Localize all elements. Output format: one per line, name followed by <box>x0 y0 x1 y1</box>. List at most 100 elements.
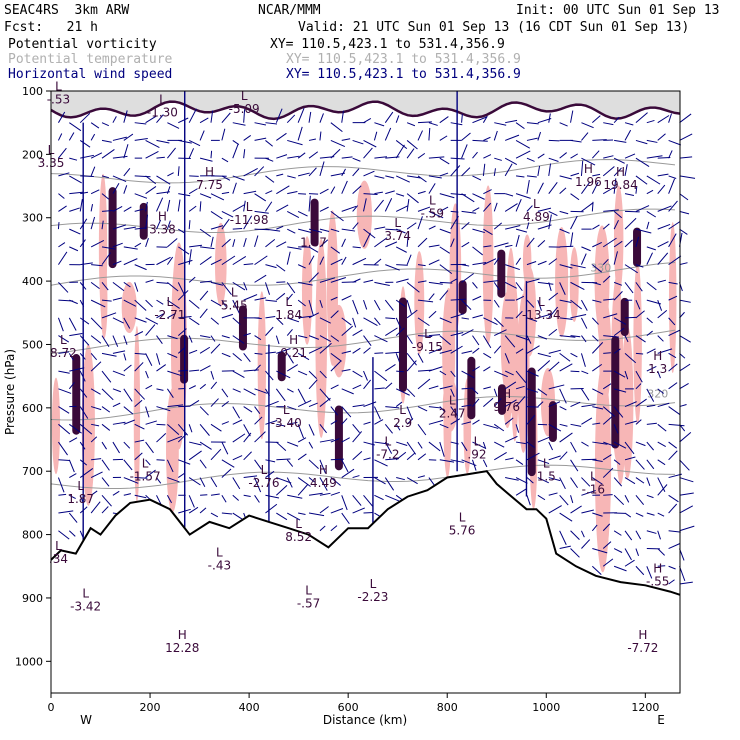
wind-vector <box>319 370 327 379</box>
wind-vector <box>395 353 400 363</box>
west-label: W <box>80 713 92 727</box>
wind-vector <box>570 110 574 123</box>
wind-vector <box>472 116 488 124</box>
wind-vector <box>308 492 323 496</box>
wind-vector <box>68 530 76 537</box>
wind-vector <box>602 275 611 283</box>
wind-vector <box>537 182 544 194</box>
wind-vector <box>123 226 136 230</box>
wind-vector <box>243 369 259 372</box>
wind-vector <box>559 494 569 506</box>
wind-vector <box>461 317 470 320</box>
y-tick-label: 200 <box>22 148 43 161</box>
wind-vector <box>101 477 110 487</box>
wind-vector <box>472 398 480 407</box>
pv-extremum-marker: L <box>55 80 62 94</box>
wind-vector <box>559 406 567 411</box>
wind-vector <box>352 246 361 249</box>
wind-vector <box>243 190 257 195</box>
wind-vector <box>69 246 79 252</box>
wind-vector <box>374 370 388 382</box>
wind-vector <box>461 167 471 177</box>
wind-vector <box>603 441 618 448</box>
wind-vector <box>123 281 131 288</box>
wind-vector <box>472 419 480 425</box>
wind-vector <box>199 290 209 301</box>
wind-vector <box>679 492 694 496</box>
wind-vector <box>232 335 245 344</box>
wind-vector <box>624 217 637 230</box>
wind-vector <box>287 512 301 521</box>
wind-vector <box>515 122 525 130</box>
wind-vector <box>276 484 288 496</box>
wind-vector <box>90 216 96 230</box>
wind-vector <box>90 122 100 129</box>
wind-vector <box>265 299 277 302</box>
wind-vector <box>526 205 533 212</box>
pv-contour-cell <box>334 405 343 471</box>
wind-vector <box>112 370 125 377</box>
wind-vector <box>188 385 196 390</box>
wind-vector <box>603 298 615 301</box>
wind-vector <box>58 351 70 354</box>
wind-vector <box>461 264 470 267</box>
wind-vector <box>515 257 521 265</box>
wind-vector <box>472 459 477 471</box>
wind-vector <box>395 115 400 123</box>
below-ground-mask <box>51 471 680 693</box>
y-tick-label: 700 <box>22 465 43 478</box>
wind-vector <box>232 239 236 248</box>
wind-vector <box>156 335 163 345</box>
wind-vector <box>319 239 329 248</box>
pv-extremum-marker: L <box>370 577 377 591</box>
wind-vector <box>494 242 509 248</box>
wind-vector <box>79 335 90 346</box>
wind-vector <box>101 122 109 127</box>
wind-vector <box>352 157 361 162</box>
wind-vector <box>559 317 573 320</box>
wind-vector <box>134 242 142 248</box>
wind-vector <box>515 370 527 384</box>
wind-vector <box>275 317 284 325</box>
wind-vector <box>461 193 475 203</box>
wind-vector <box>668 233 677 248</box>
wind-vector <box>395 388 410 396</box>
wind-vector <box>396 441 408 446</box>
wind-vector <box>177 282 186 297</box>
wind-vector <box>276 185 290 195</box>
pv-extremum-marker: L <box>60 333 67 347</box>
wind-vector <box>439 459 455 463</box>
wind-vector <box>385 264 400 271</box>
wind-vector <box>167 404 184 408</box>
wind-vector <box>101 370 112 383</box>
wind-vector <box>417 175 427 183</box>
wind-vector <box>199 228 212 238</box>
wind-vector <box>221 255 236 266</box>
wind-vector <box>439 228 451 234</box>
wind-vector <box>189 349 198 354</box>
pv-contour-cell <box>108 187 117 269</box>
wind-vector <box>646 175 661 185</box>
wind-vector <box>494 329 507 337</box>
wind-vector <box>58 406 70 414</box>
wind-vector <box>526 237 535 248</box>
wind-vector <box>646 566 653 579</box>
wind-vector <box>210 193 225 201</box>
wind-vector <box>297 210 308 217</box>
wind-vector <box>58 459 70 462</box>
wind-vector <box>156 197 164 212</box>
wind-vector <box>646 155 663 159</box>
wind-vector <box>101 494 112 507</box>
wind-vector <box>363 228 376 239</box>
wind-vector <box>439 135 448 141</box>
wind-vector <box>559 512 573 522</box>
wind-vector <box>341 459 349 473</box>
wind-vector <box>548 282 552 291</box>
wind-vector <box>439 349 452 354</box>
wind-vector <box>210 335 216 342</box>
wind-vector <box>287 441 299 447</box>
wind-vector <box>373 299 381 311</box>
wind-vector <box>624 129 632 141</box>
wind-vector <box>679 525 695 532</box>
